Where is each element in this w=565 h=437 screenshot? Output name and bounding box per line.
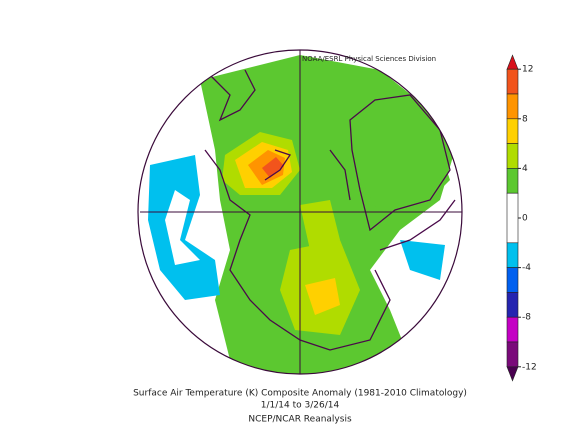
credit: NOAA/ESRL Physical Sciences Division [302, 55, 436, 63]
colorbar-segment [506, 168, 519, 194]
colorbar-tick-label: 4 [522, 164, 528, 174]
colorbar-segment [506, 316, 519, 343]
colorbar-segment [506, 242, 519, 268]
colorbar-segment [506, 143, 519, 169]
caption-dates: 1/1/14 to 3/26/14 [261, 401, 340, 411]
colorbar-tick-label: 12 [522, 65, 533, 75]
colorbar-segment [506, 341, 519, 368]
colorbar-segment [506, 292, 519, 318]
colorbar-tick-label: -8 [522, 313, 531, 323]
colorbar-tick-label: 8 [522, 114, 528, 124]
colorbar-segment [506, 192, 519, 244]
colorbar-segment [506, 118, 519, 144]
colorbar-segment [506, 68, 519, 95]
colorbar: 12 8 4 0 -4 -8 -12 [506, 54, 537, 382]
caption-title: Surface Air Temperature (K) Composite An… [133, 389, 467, 399]
colorbar-arrow [506, 54, 519, 70]
caption-source: NCEP/NCAR Reanalysis [248, 415, 352, 425]
colorbar-tick-label: 0 [522, 214, 528, 224]
colorbar-tick-label: -4 [522, 263, 531, 273]
colorbar-tick-label: -12 [522, 362, 537, 372]
colorbar-segment [506, 267, 519, 293]
colorbar-segment [506, 93, 519, 120]
colorbar-arrow [506, 366, 519, 382]
